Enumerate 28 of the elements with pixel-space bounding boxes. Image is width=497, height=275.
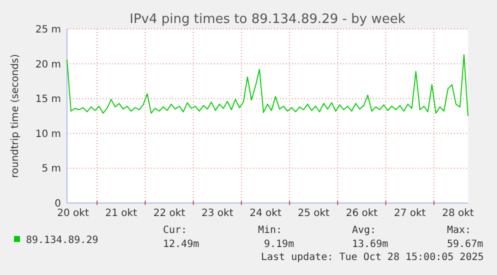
text: Min: xyxy=(258,225,282,236)
x-tick-label: 23 okt xyxy=(202,208,234,219)
legend-label: 89.134.89.29 xyxy=(26,235,98,246)
y-tick-label: 0 xyxy=(54,198,61,210)
y-tick-label: 15 m xyxy=(35,94,61,106)
text: 13.69m xyxy=(352,239,388,250)
x-tick-label: 22 okt xyxy=(153,208,186,219)
y-tick-label: 5 m xyxy=(42,164,61,175)
y-tick-label: 25 m xyxy=(35,24,61,36)
text: Last update: Tue Oct 28 15:00:05 2025 xyxy=(261,252,484,263)
text: 9.19m xyxy=(264,239,294,250)
text: Cur: xyxy=(163,225,188,236)
text: 12.49m xyxy=(163,239,200,250)
text: Max: xyxy=(447,225,472,236)
text: 59.67m xyxy=(447,239,484,250)
chart-title: IPv4 ping times to 89.134.89.29 - by week xyxy=(130,12,406,27)
text: Avg: xyxy=(352,225,376,236)
line-series xyxy=(66,54,468,116)
x-tick-label: 28 okt xyxy=(442,208,474,219)
y-tick-label: 10 m xyxy=(35,128,61,140)
x-tick-label: 26 okt xyxy=(346,208,378,219)
x-tick-label: 24 okt xyxy=(250,208,282,219)
x-tick-label: 21 okt xyxy=(105,208,138,219)
y-tick-label: 20 m xyxy=(35,59,61,70)
x-tick-label: 27 okt xyxy=(394,208,426,219)
x-tick-label: 20 okt xyxy=(57,208,89,219)
y-axis-title: roundtrip time (seconds) xyxy=(10,54,21,178)
x-tick-label: 25 okt xyxy=(298,208,330,219)
